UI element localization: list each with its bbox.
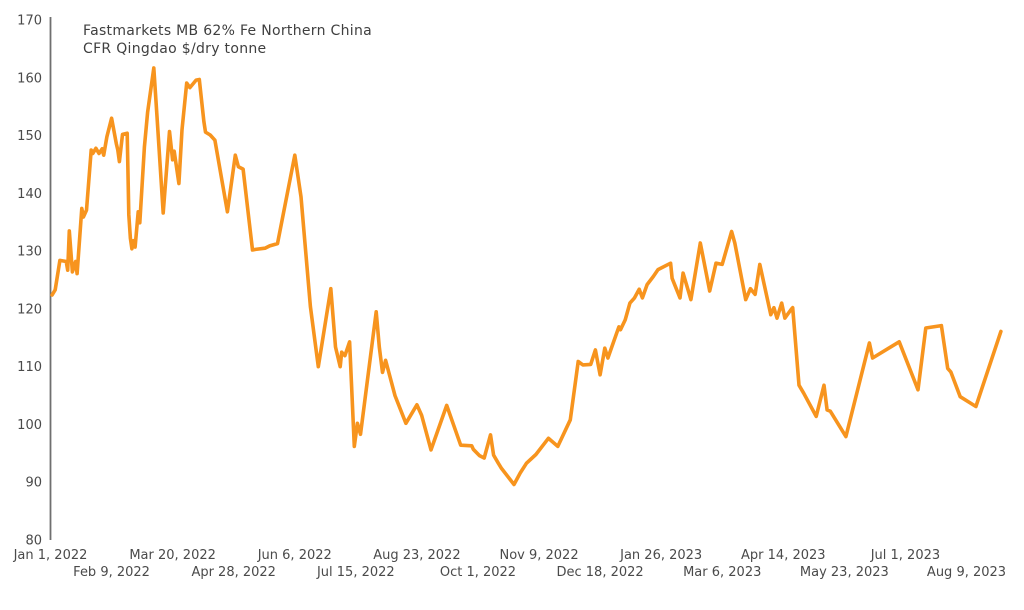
y-tick-label: 140 bbox=[17, 187, 42, 202]
x-tick-label: Oct 1, 2022 bbox=[440, 565, 516, 580]
x-tick-label: May 23, 2023 bbox=[800, 565, 889, 580]
price-line bbox=[50, 66, 1003, 487]
chart-title: Fastmarkets MB 62% Fe Northern China CFR… bbox=[83, 22, 372, 58]
y-tick-label: 120 bbox=[17, 302, 42, 317]
x-tick-label: Apr 14, 2023 bbox=[741, 548, 826, 563]
y-tick-label: 150 bbox=[17, 129, 42, 144]
x-tick-label: Jan 1, 2022 bbox=[13, 548, 88, 563]
x-tick-label: Jul 1, 2023 bbox=[870, 548, 940, 563]
x-tick-label: Nov 9, 2022 bbox=[499, 548, 578, 563]
y-tick-label: 160 bbox=[17, 71, 42, 86]
x-tick-label: Aug 9, 2023 bbox=[927, 565, 1006, 580]
y-tick-label: 130 bbox=[17, 245, 42, 260]
y-tick-label: 80 bbox=[25, 534, 42, 549]
chart-title-line2: CFR Qingdao $/dry tonne bbox=[83, 41, 267, 57]
y-tick-label: 110 bbox=[17, 360, 42, 375]
y-tick-label: 90 bbox=[25, 476, 42, 491]
x-tick-label: Mar 6, 2023 bbox=[683, 565, 761, 580]
x-tick-label: Dec 18, 2022 bbox=[557, 565, 644, 580]
x-tick-label: Apr 28, 2022 bbox=[191, 565, 276, 580]
x-tick-label: Jul 15, 2022 bbox=[316, 565, 395, 580]
x-tick-label: Jan 26, 2023 bbox=[619, 548, 702, 563]
x-tick-label: Feb 9, 2022 bbox=[73, 565, 150, 580]
chart-title-line1: Fastmarkets MB 62% Fe Northern China bbox=[83, 23, 373, 39]
y-tick-label: 170 bbox=[17, 14, 42, 29]
y-tick-label: 100 bbox=[17, 418, 42, 433]
x-tick-label: Mar 20, 2022 bbox=[129, 548, 216, 563]
x-tick-label: Aug 23, 2022 bbox=[373, 548, 460, 563]
x-tick-label: Jun 6, 2022 bbox=[257, 548, 332, 563]
